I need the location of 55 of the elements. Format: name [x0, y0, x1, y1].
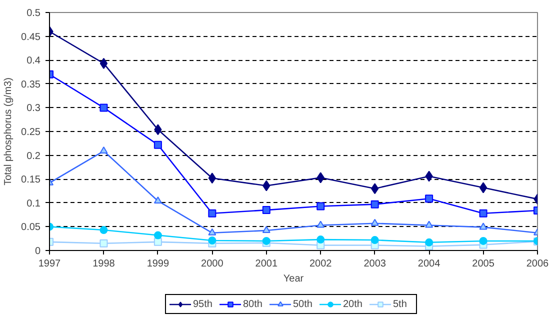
- point: [154, 196, 162, 204]
- point: [100, 146, 108, 154]
- x-axis-title: Year: [283, 274, 304, 284]
- y-tick-label: 0.45: [21, 32, 41, 43]
- x-tick-label: 2004: [418, 258, 441, 270]
- point: [479, 209, 488, 218]
- point: [316, 236, 325, 244]
- legend-label: 95th: [193, 298, 213, 310]
- point: [208, 236, 216, 244]
- y-tick-label: 0.15: [21, 174, 41, 186]
- legend-label: 80th: [243, 298, 263, 310]
- x-tick-label: 1997: [38, 258, 62, 270]
- y-tick-label: 0.35: [21, 79, 41, 90]
- x-tick-label: 2001: [255, 258, 278, 270]
- point: [425, 220, 434, 228]
- point: [479, 222, 488, 230]
- x-tick-label: 2002: [309, 258, 332, 270]
- point: [100, 239, 108, 248]
- y-tick-label: 0.2: [26, 150, 41, 162]
- point: [208, 228, 216, 236]
- point: [154, 231, 162, 240]
- point: [262, 206, 270, 214]
- x-tick-label: 2006: [526, 258, 550, 270]
- x-tick-label: 1999: [146, 258, 170, 270]
- point: [479, 236, 488, 245]
- x-tick-label: 2003: [364, 258, 386, 270]
- x-tick-label: 1998: [92, 258, 116, 270]
- point: [262, 226, 270, 234]
- legend-label: 5th: [393, 298, 408, 310]
- point: [370, 218, 379, 226]
- point: [479, 182, 488, 194]
- point: [425, 238, 434, 246]
- legend-label: 20th: [343, 298, 363, 310]
- point: [316, 220, 325, 228]
- y-tick-label: 0: [34, 246, 41, 257]
- point: [100, 104, 108, 112]
- y-tick-label: 0.25: [21, 127, 41, 138]
- y-tick-label: 0.1: [26, 198, 41, 210]
- point: [425, 194, 434, 203]
- point: [154, 238, 162, 246]
- y-axis-title: Total phosphorus (g/m3): [3, 78, 14, 186]
- point: [154, 140, 162, 149]
- y-tick-label: 0.5: [26, 8, 41, 19]
- y-tick-label: 0.4: [26, 56, 41, 67]
- point: [100, 58, 108, 69]
- point: [370, 200, 379, 208]
- point: [100, 226, 108, 234]
- y-tick-label: 0.05: [21, 222, 41, 234]
- x-tick-label: 2000: [201, 258, 224, 270]
- point: [316, 202, 325, 210]
- x-tick-label: 2005: [472, 258, 495, 270]
- legend-label: 50th: [293, 298, 313, 310]
- y-tick-label: 0.3: [26, 103, 41, 114]
- point: [370, 236, 379, 244]
- point: [208, 209, 216, 218]
